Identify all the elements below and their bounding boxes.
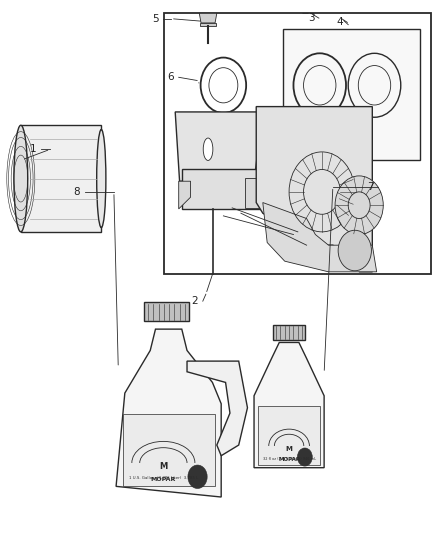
Polygon shape (199, 13, 217, 23)
Polygon shape (175, 112, 263, 181)
Bar (123, 415, 215, 486)
Polygon shape (254, 342, 324, 468)
Text: 2: 2 (191, 296, 198, 306)
Circle shape (335, 176, 383, 235)
Ellipse shape (203, 138, 213, 160)
Bar (164, 13, 431, 274)
Bar (273, 325, 305, 340)
Polygon shape (116, 329, 221, 497)
Polygon shape (21, 125, 101, 232)
Text: 5: 5 (152, 14, 159, 23)
Bar (182, 169, 267, 209)
Ellipse shape (97, 130, 106, 228)
Bar (245, 178, 280, 207)
Text: 32 fl oz (1 U.S. Quart) 946 mL: 32 fl oz (1 U.S. Quart) 946 mL (262, 457, 316, 461)
Text: 1 U.S. Gallon  (3.785 Liter)  3.785 L: 1 U.S. Gallon (3.785 Liter) 3.785 L (129, 477, 198, 480)
Polygon shape (187, 361, 247, 456)
Bar (200, 23, 216, 26)
Ellipse shape (14, 125, 28, 232)
Text: 6: 6 (167, 72, 174, 82)
Circle shape (188, 465, 207, 488)
Text: M: M (159, 462, 167, 471)
Text: 4: 4 (336, 18, 343, 27)
Text: M: M (286, 446, 293, 452)
Circle shape (297, 448, 312, 466)
Bar (145, 303, 189, 321)
Text: MOPAR: MOPAR (278, 457, 300, 462)
Text: 3: 3 (307, 13, 314, 23)
Circle shape (338, 230, 371, 271)
Polygon shape (263, 203, 377, 272)
Bar (283, 29, 420, 160)
Polygon shape (179, 181, 191, 209)
Text: 8: 8 (73, 187, 80, 197)
Bar (258, 406, 320, 465)
Polygon shape (256, 107, 372, 272)
Text: 1: 1 (29, 144, 36, 154)
Text: MOPAR: MOPAR (151, 477, 176, 482)
Circle shape (201, 58, 246, 113)
Text: 7: 7 (367, 182, 374, 191)
